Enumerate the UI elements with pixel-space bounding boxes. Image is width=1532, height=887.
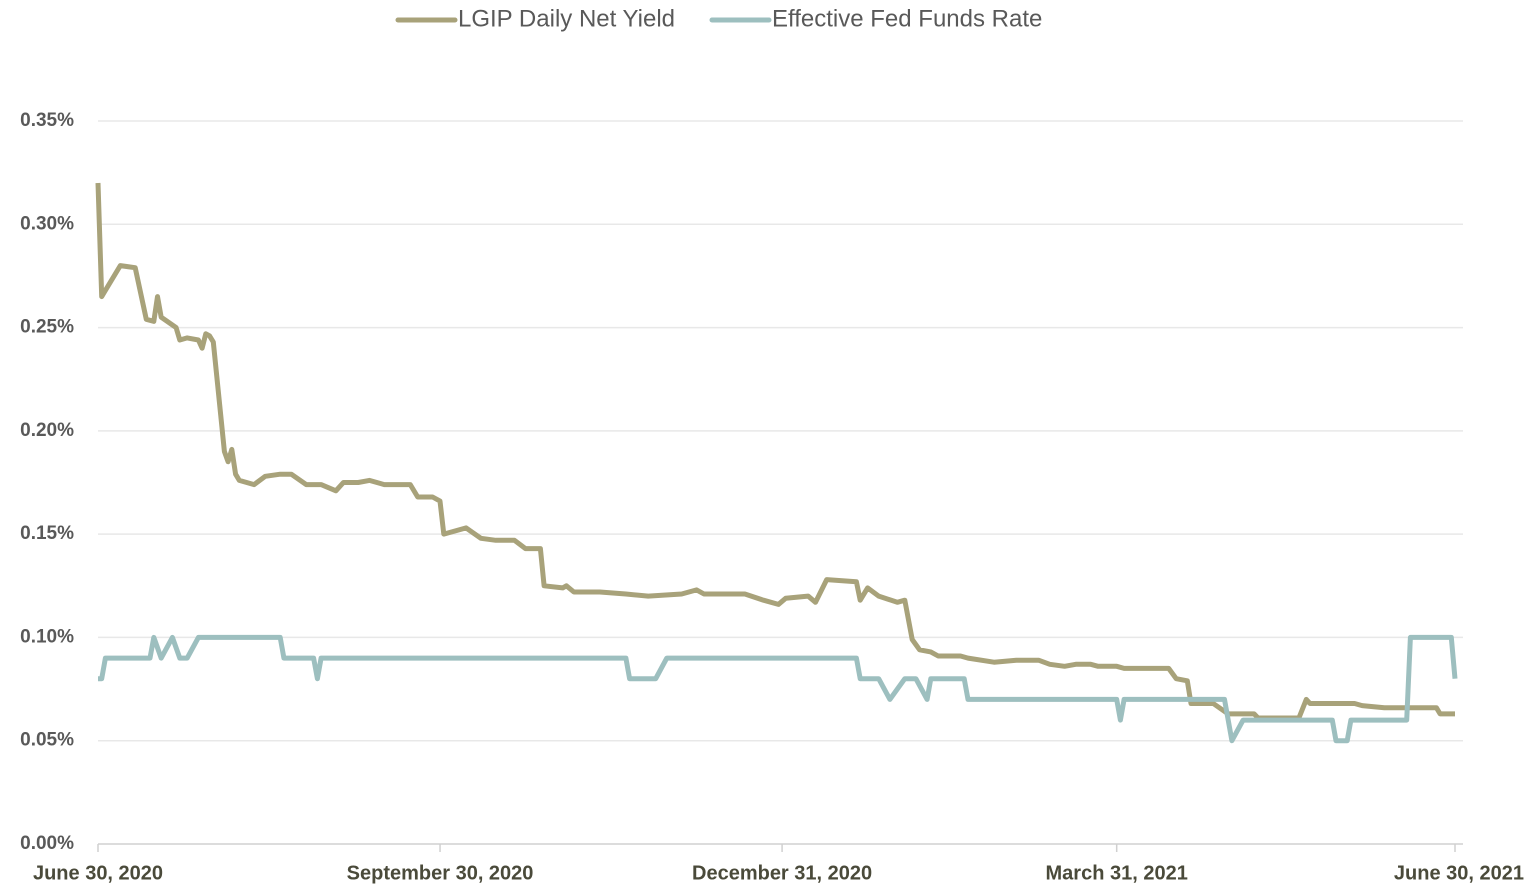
x-tick-label: December 31, 2020 bbox=[692, 862, 872, 884]
y-tick-label: 0.10% bbox=[20, 626, 74, 647]
y-tick-label: 0.00% bbox=[20, 833, 74, 854]
x-tick-label: March 31, 2021 bbox=[1046, 862, 1188, 884]
series-line bbox=[98, 634, 1458, 744]
x-tick-label: June 30, 2021 bbox=[1394, 862, 1524, 884]
x-tick-label: June 30, 2020 bbox=[33, 862, 163, 884]
x-tick-label: September 30, 2020 bbox=[347, 862, 534, 884]
series-line bbox=[95, 182, 1455, 721]
legend-label: LGIP Daily Net Yield bbox=[458, 5, 675, 32]
y-tick-label: 0.20% bbox=[20, 420, 74, 441]
y-tick-label: 0.25% bbox=[20, 317, 74, 338]
y-tick-label: 0.15% bbox=[20, 523, 74, 544]
y-tick-label: 0.30% bbox=[20, 213, 74, 234]
legend-label: Effective Fed Funds Rate bbox=[772, 5, 1042, 32]
y-tick-label: 0.05% bbox=[20, 730, 74, 751]
y-tick-label: 0.35% bbox=[20, 110, 74, 131]
